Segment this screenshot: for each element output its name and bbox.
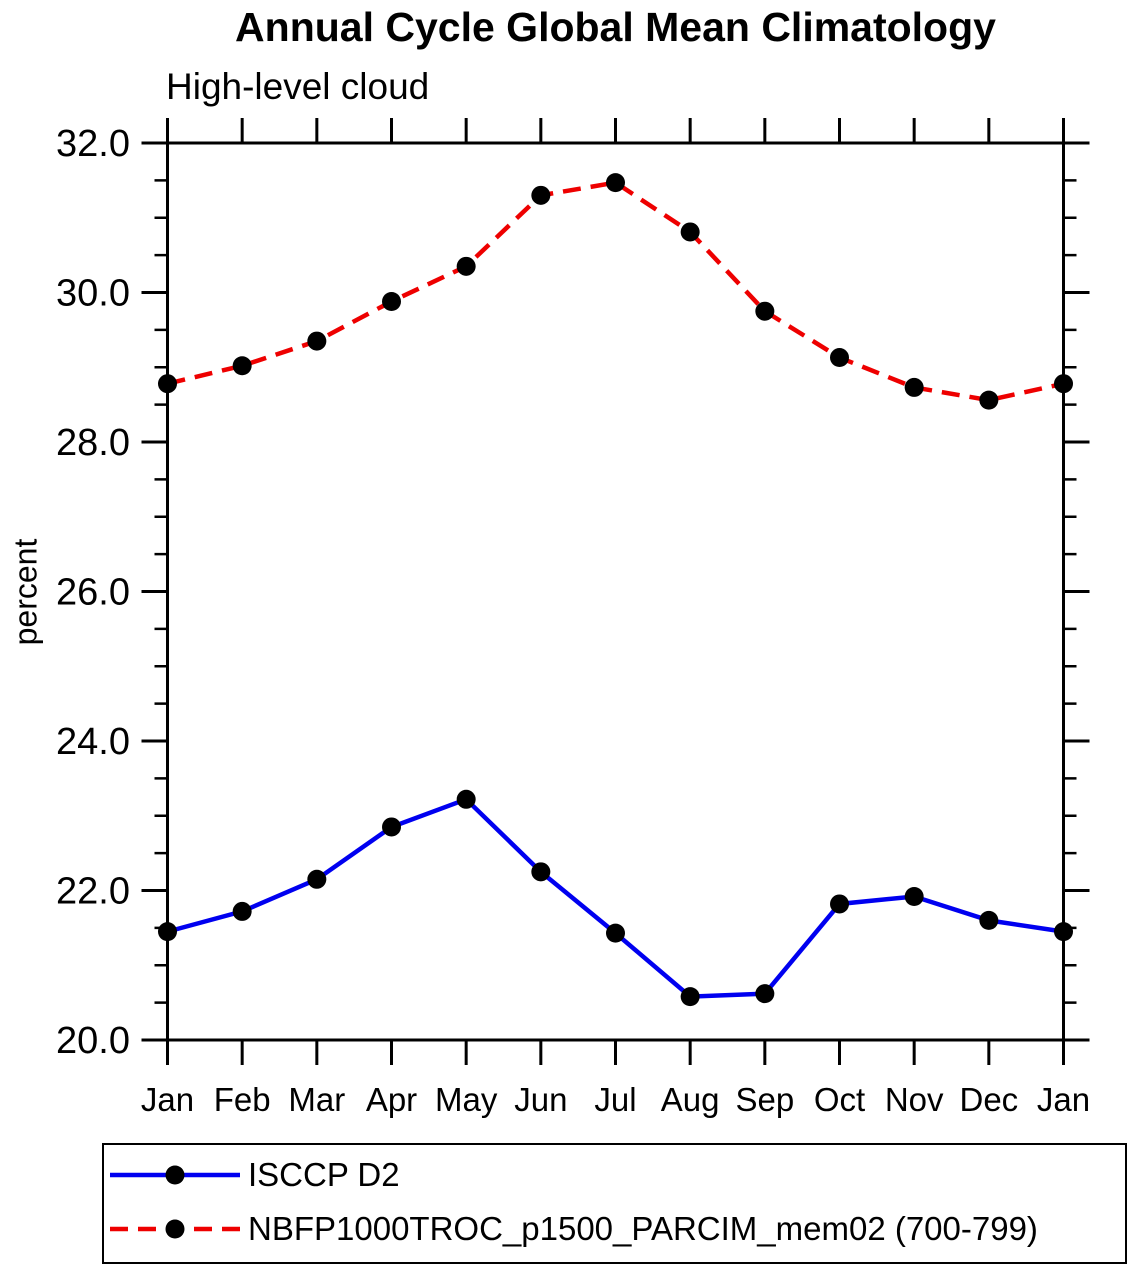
data-point <box>158 374 177 394</box>
data-point <box>382 817 401 837</box>
data-point <box>979 910 999 930</box>
legend-item-nbfp: NBFP1000TROC_p1500_PARCIM_mem02 (700-799… <box>104 1202 1125 1256</box>
data-point <box>979 390 999 410</box>
x-tick-label: Feb <box>214 1081 271 1118</box>
x-tick-label: Mar <box>288 1081 345 1118</box>
data-point <box>606 923 625 943</box>
series-line-dashed <box>166 180 1064 403</box>
legend: ISCCP D2 NBFP1000TROC_p1500_PARCIM_mem02… <box>102 1143 1127 1264</box>
legend-marker-dot-icon <box>165 1219 185 1239</box>
data-point <box>232 901 252 921</box>
y-tick-label: 30.0 <box>56 273 130 315</box>
data-point <box>307 331 327 351</box>
x-tick-label: Dec <box>959 1081 1018 1118</box>
x-tick-label: Nov <box>885 1081 944 1118</box>
data-point <box>1054 374 1073 394</box>
legend-line-sample-dashed <box>110 1219 240 1239</box>
legend-line-sample-solid <box>110 1165 240 1185</box>
chart-title: Annual Cycle Global Mean Climatology <box>235 4 996 50</box>
data-point <box>680 987 700 1007</box>
chart-subtitle: High-level cloud <box>166 66 430 107</box>
y-tick-label: 32.0 <box>56 123 130 165</box>
data-point <box>904 377 924 397</box>
data-point <box>1054 922 1073 942</box>
data-point <box>755 984 775 1004</box>
legend-label-nbfp: NBFP1000TROC_p1500_PARCIM_mem02 (700-799… <box>248 1210 1038 1247</box>
data-point <box>830 894 849 914</box>
data-point <box>830 348 849 368</box>
x-tick-label: Jan <box>141 1081 194 1118</box>
x-tick-label: Apr <box>366 1081 417 1118</box>
data-point <box>531 862 551 882</box>
x-tick-label: Jun <box>514 1081 567 1118</box>
data-point <box>456 256 476 276</box>
data-point <box>456 789 476 809</box>
y-tick-label: 28.0 <box>56 422 130 464</box>
legend-marker-dot-icon <box>165 1165 185 1185</box>
data-point <box>606 173 625 193</box>
x-tick-label: May <box>435 1081 498 1118</box>
legend-item-isccp-d2: ISCCP D2 <box>104 1148 1125 1202</box>
x-tick-label: Sep <box>735 1081 794 1118</box>
x-tick-label: Jan <box>1037 1081 1090 1118</box>
data-point <box>307 869 327 889</box>
data-point <box>382 291 401 311</box>
data-point <box>531 185 551 205</box>
y-tick-label: 20.0 <box>56 1020 130 1062</box>
series-line-solid <box>166 796 1064 999</box>
y-tick-label: 24.0 <box>56 721 130 763</box>
x-tick-label: Aug <box>661 1081 720 1118</box>
y-tick-label: 26.0 <box>56 572 130 614</box>
data-point <box>755 301 775 321</box>
y-tick-label: 22.0 <box>56 871 130 913</box>
plot-area: Jan Feb Mar Apr May Jun Jul Aug Sep Oct Nov Dec Jan 2… <box>56 118 1090 1118</box>
data-point <box>158 922 177 942</box>
data-point <box>680 222 700 242</box>
x-tick-label: Oct <box>814 1081 865 1118</box>
x-tick-label: Jul <box>594 1081 636 1118</box>
data-point <box>904 886 924 906</box>
data-point <box>232 356 252 376</box>
legend-label-isccp-d2: ISCCP D2 <box>248 1156 400 1193</box>
